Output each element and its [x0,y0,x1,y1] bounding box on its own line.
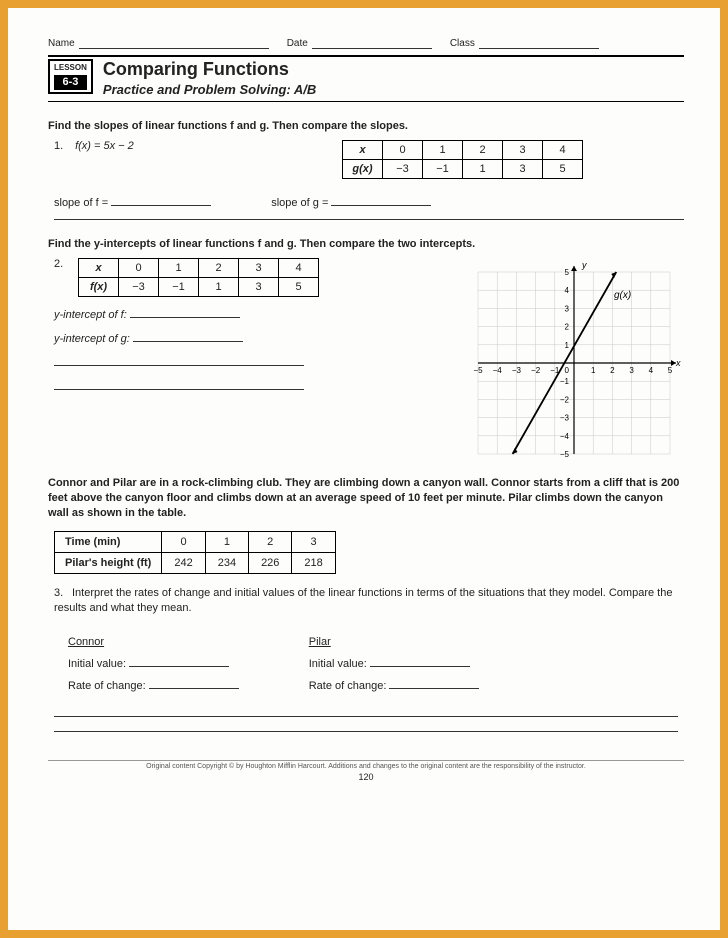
slope-f-label: slope of f = [54,197,108,209]
svg-text:1: 1 [591,366,596,375]
svg-text:−2: −2 [531,366,541,375]
svg-text:−1: −1 [560,377,570,386]
date-label: Date [287,38,308,49]
q1-number: 1. [54,140,72,152]
slope-f-blank[interactable] [111,205,211,206]
yint-f-blank[interactable] [130,317,240,318]
answer-rule[interactable] [54,716,678,717]
section1-instruction: Find the slopes of linear functions f an… [48,120,684,132]
name-label: Name [48,38,75,49]
pilar-initial-blank[interactable] [370,666,470,667]
q3-text: Interpret the rates of change and initia… [54,587,672,614]
connor-rate-label: Rate of change: [68,680,146,692]
svg-text:2: 2 [610,366,615,375]
slope-g-label: slope of g = [271,197,328,209]
connor-initial-label: Initial value: [68,658,126,670]
answer-rule[interactable] [54,219,684,220]
yint-g-blank[interactable] [133,341,243,342]
svg-text:−5: −5 [473,366,483,375]
svg-text:−2: −2 [560,395,570,404]
svg-text:1: 1 [565,341,570,350]
answer-blank[interactable] [54,389,304,390]
copyright: Original content Copyright © by Houghton… [48,760,684,770]
g-table: x 01234 g(x) −3−1135 [342,140,583,179]
yint-f-label: y-intercept of f: [54,309,127,321]
slope-g-blank[interactable] [331,205,431,206]
lesson-number: 6-3 [54,75,87,90]
lesson-subtitle: Practice and Problem Solving: A/B [103,82,316,97]
header-fillins: Name Date Class [48,38,684,49]
svg-text:0: 0 [565,366,570,375]
y-axis-label: y [581,260,587,270]
lesson-banner: LESSON 6-3 Comparing Functions Practice … [48,55,684,102]
date-blank[interactable] [312,48,432,49]
svg-text:3: 3 [629,366,634,375]
svg-text:−3: −3 [512,366,522,375]
x-axis-label: x [675,358,681,368]
pilar-initial-label: Initial value: [309,658,367,670]
svg-text:2: 2 [565,323,570,332]
q3-number: 3. [54,586,72,601]
graph-gx: −5−4−3−2−112345−5−4−3−2−1123450 y x g(x) [464,258,684,468]
page-number: 120 [48,772,684,782]
answer-rule[interactable] [54,731,678,732]
pilar-rate-label: Rate of change: [309,680,387,692]
connor-heading: Connor [68,636,239,648]
answer-blank[interactable] [54,365,304,366]
word-problem: Connor and Pilar are in a rock-climbing … [48,476,684,521]
f-table: x 01234 f(x) −3−1135 [78,258,319,297]
lesson-box: LESSON 6-3 [48,59,93,94]
g-table-glabel: g(x) [343,160,383,179]
svg-text:5: 5 [565,268,570,277]
svg-text:4: 4 [565,286,570,295]
connor-rate-blank[interactable] [149,688,239,689]
lesson-word: LESSON [54,63,87,72]
series-label: g(x) [614,290,631,301]
q2-number: 2. [54,258,72,270]
yint-g-label: y-intercept of g: [54,333,130,345]
class-blank[interactable] [479,48,599,49]
class-label: Class [450,38,475,49]
svg-text:−4: −4 [560,432,570,441]
svg-text:−4: −4 [493,366,503,375]
pilar-table: Time (min) 0123 Pilar's height (ft) 2422… [54,531,336,574]
q1-equation: f(x) = 5x − 2 [75,140,134,152]
svg-text:−3: −3 [560,414,570,423]
svg-text:−5: −5 [560,450,570,459]
svg-text:5: 5 [668,366,673,375]
lesson-title: Comparing Functions [103,59,316,80]
svg-text:4: 4 [649,366,654,375]
worksheet-page: Name Date Class LESSON 6-3 Comparing Fun… [8,8,720,930]
pilar-rate-blank[interactable] [389,688,479,689]
svg-text:3: 3 [565,304,570,313]
section2-instruction: Find the y-intercepts of linear function… [48,238,488,250]
pilar-heading: Pilar [309,636,480,648]
connor-initial-blank[interactable] [129,666,229,667]
g-table-xlabel: x [343,141,383,160]
name-blank[interactable] [79,48,269,49]
